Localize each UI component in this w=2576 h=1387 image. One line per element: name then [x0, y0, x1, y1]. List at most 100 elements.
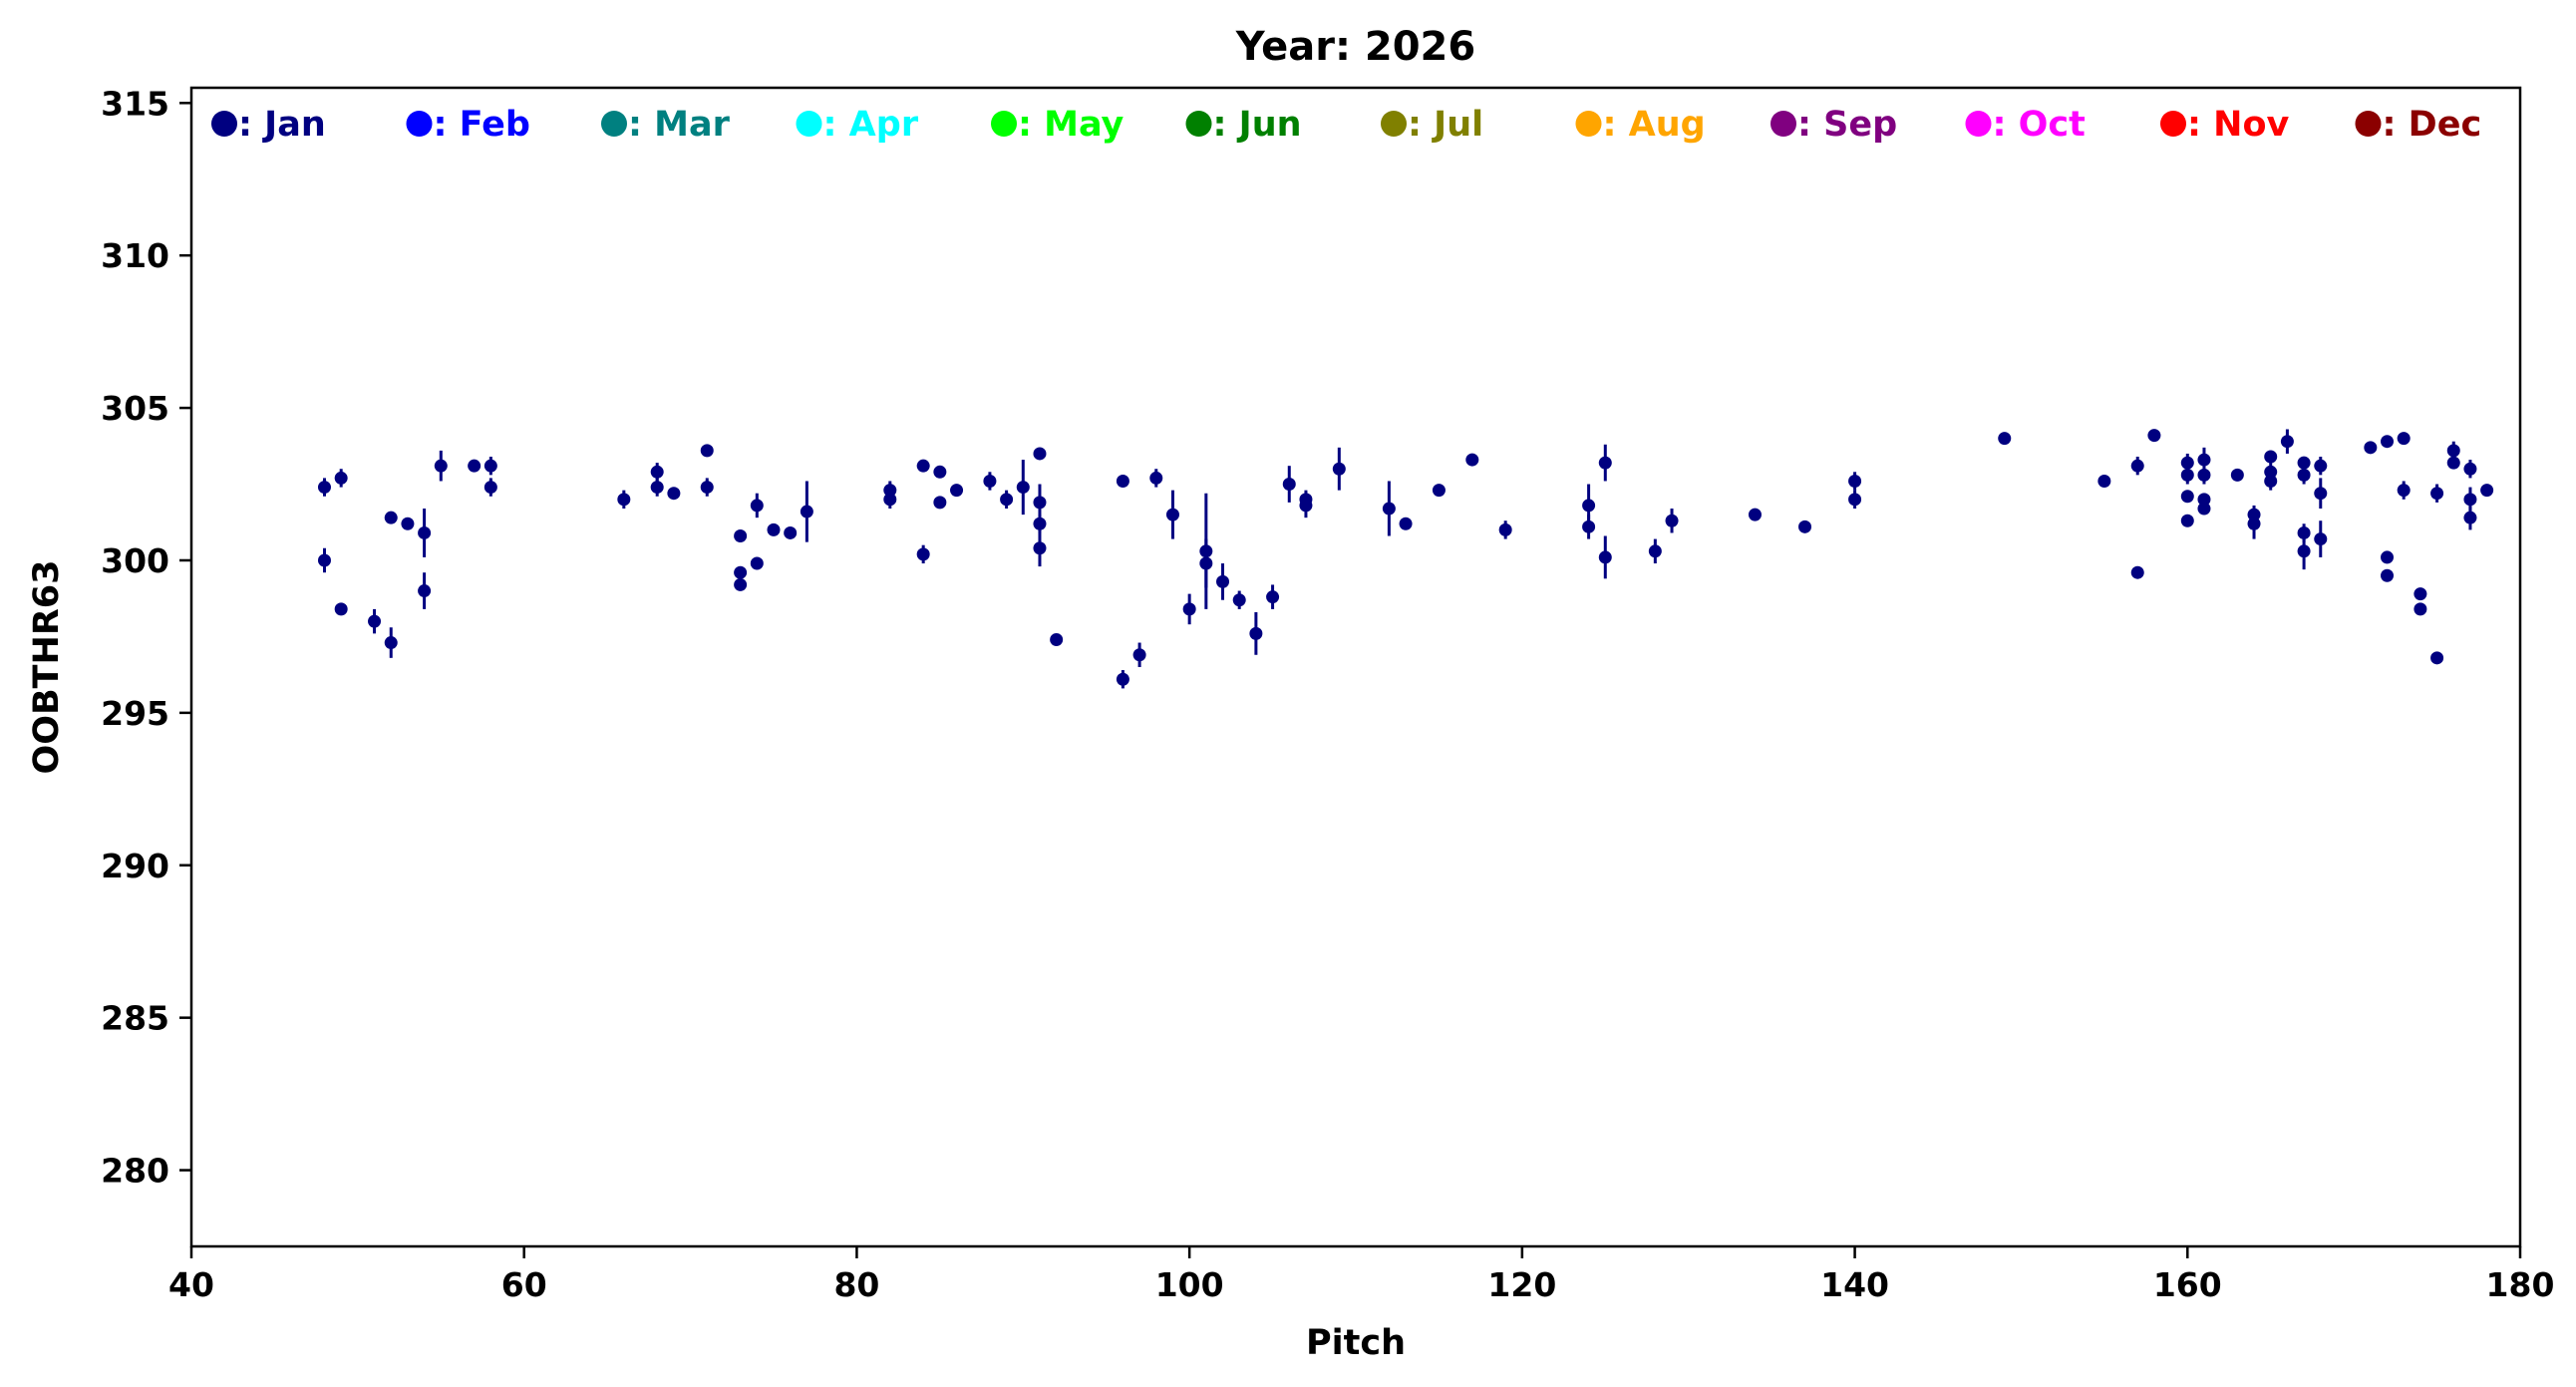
- legend-marker: [1575, 111, 1602, 137]
- data-point: [1033, 447, 1047, 461]
- point-marker: [2430, 487, 2444, 501]
- data-point: [700, 444, 714, 458]
- point-marker: [750, 499, 764, 513]
- y-tick-label: 305: [101, 389, 169, 428]
- legend-item: : Oct: [1965, 105, 2086, 145]
- data-point: [2097, 474, 2111, 488]
- data-point: [317, 547, 331, 573]
- legend-item: : Apr: [796, 105, 919, 145]
- point-marker: [1182, 602, 1196, 616]
- point-marker: [2197, 468, 2211, 482]
- point-marker: [1149, 471, 1163, 485]
- data-point: [1249, 611, 1263, 655]
- point-marker: [2197, 453, 2211, 467]
- point-marker: [2297, 456, 2311, 470]
- data-point: [1432, 484, 1446, 498]
- legend-label: : Jul: [1408, 105, 1483, 145]
- data-point: [1116, 474, 1129, 488]
- data-point: [2414, 602, 2427, 616]
- data-point: [2180, 466, 2194, 485]
- data-point: [734, 529, 748, 543]
- data-point: [1665, 508, 1679, 533]
- legend-label: : Jan: [238, 105, 326, 145]
- data-point: [667, 487, 681, 501]
- point-marker: [2381, 568, 2395, 582]
- point-marker: [434, 459, 448, 473]
- y-axis-label: OOBTHR63: [27, 559, 67, 774]
- data-point: [2364, 441, 2378, 455]
- data-point: [2180, 514, 2194, 527]
- data-point: [434, 450, 448, 482]
- point-marker: [1199, 556, 1213, 570]
- legend-label: : Feb: [434, 105, 530, 145]
- legend-item: : Nov: [2160, 105, 2290, 145]
- data-points: [317, 429, 2494, 689]
- data-point: [1016, 460, 1030, 516]
- point-marker: [1033, 541, 1047, 555]
- data-point: [2430, 651, 2444, 665]
- point-marker: [2381, 550, 2395, 564]
- x-tick-label: 180: [2486, 1265, 2555, 1304]
- data-point: [1266, 584, 1280, 609]
- data-point: [2130, 565, 2144, 579]
- point-marker: [2364, 441, 2378, 455]
- data-point: [2280, 429, 2294, 454]
- point-marker: [2297, 468, 2311, 482]
- data-point: [1050, 632, 1064, 646]
- data-point: [2381, 435, 2395, 449]
- point-marker: [2463, 511, 2477, 524]
- data-point: [916, 459, 930, 473]
- point-marker: [700, 444, 714, 458]
- legend-marker: [2160, 111, 2186, 137]
- legend-marker: [2355, 111, 2382, 137]
- chart-title: Year: 2026: [1235, 24, 1475, 70]
- x-tick-label: 60: [501, 1265, 547, 1304]
- point-marker: [1232, 593, 1246, 607]
- point-marker: [1249, 626, 1263, 640]
- legend-label: : Dec: [2383, 105, 2482, 145]
- legend-marker: [991, 111, 1017, 137]
- data-point: [2314, 478, 2328, 509]
- point-marker: [617, 493, 631, 507]
- point-marker: [734, 529, 748, 543]
- point-marker: [2197, 502, 2211, 516]
- data-point: [2180, 490, 2194, 504]
- data-point: [2197, 502, 2211, 516]
- legend-marker: [796, 111, 822, 137]
- point-marker: [734, 577, 748, 591]
- data-point: [1598, 444, 1612, 482]
- y-tick-label: 290: [101, 847, 169, 885]
- point-marker: [317, 553, 331, 567]
- data-point: [1998, 432, 2012, 446]
- data-point: [2463, 505, 2477, 530]
- data-point: [2197, 466, 2211, 485]
- data-point: [1165, 490, 1179, 539]
- data-point: [384, 511, 398, 524]
- data-point: [418, 508, 432, 557]
- y-tick-label: 310: [101, 236, 169, 275]
- point-marker: [1598, 550, 1612, 564]
- point-marker: [2397, 484, 2411, 498]
- point-marker: [800, 505, 813, 519]
- data-point: [2463, 460, 2477, 479]
- point-marker: [950, 484, 964, 498]
- point-marker: [2314, 459, 2328, 473]
- point-marker: [384, 636, 398, 650]
- point-marker: [334, 471, 348, 485]
- point-marker: [1382, 502, 1396, 516]
- legend-marker: [1185, 111, 1212, 137]
- legend-item: : Jun: [1185, 105, 1302, 145]
- point-marker: [2430, 651, 2444, 665]
- data-point: [2314, 457, 2328, 476]
- legend-label: : Apr: [823, 105, 919, 145]
- y-axis: 280 285 290 295 300 305 310 315: [101, 84, 191, 1191]
- point-marker: [368, 614, 382, 628]
- point-marker: [916, 547, 930, 561]
- data-point: [800, 481, 813, 542]
- legend-label: : Sep: [1797, 105, 1897, 145]
- data-point: [700, 478, 714, 497]
- legend-item: : Mar: [601, 105, 731, 145]
- data-point: [1199, 538, 1213, 588]
- point-marker: [483, 459, 497, 473]
- legend-marker: [406, 111, 433, 137]
